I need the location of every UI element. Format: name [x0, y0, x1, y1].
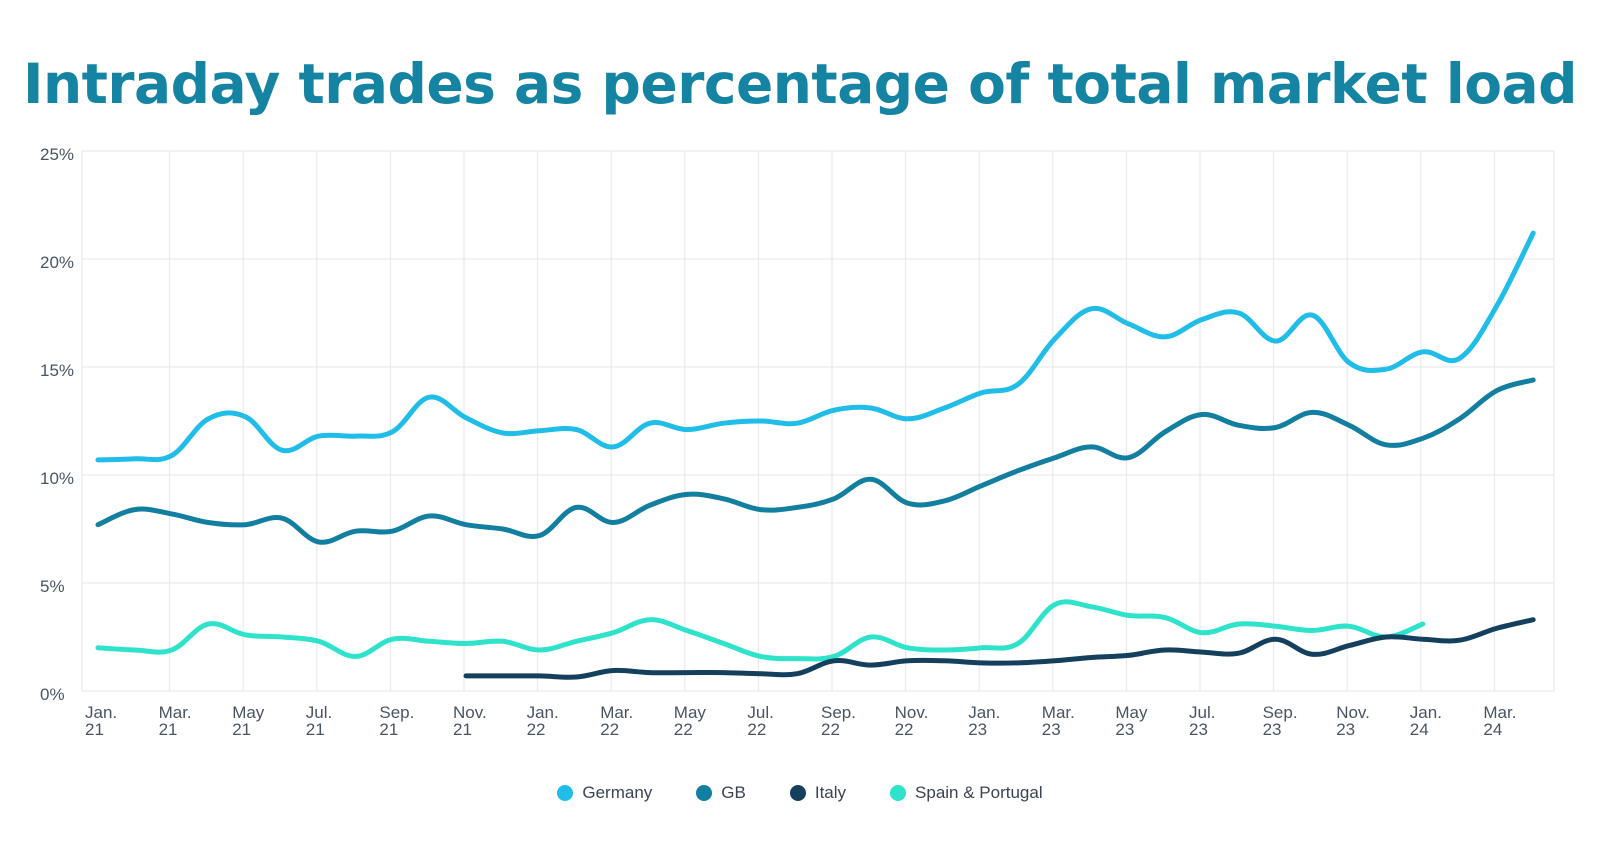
series-line-spain-portugal: [95, 599, 1426, 662]
chart-series-lines: [95, 230, 1536, 680]
x-axis-ticks: Jan.21Mar.21May21Jul.21Sep.21Nov.21Jan.2…: [85, 703, 1516, 739]
series-line-gb: [95, 377, 1536, 545]
x-tick-label: Nov.: [1336, 703, 1370, 722]
x-tick-label: 21: [306, 720, 325, 739]
x-tick-label: Jan.: [527, 703, 559, 722]
x-tick-label: 22: [895, 720, 914, 739]
x-tick-label: 23: [1042, 720, 1061, 739]
x-tick-label: Mar.: [1042, 703, 1075, 722]
y-tick-label: 20%: [40, 253, 74, 272]
x-tick-label: 21: [159, 720, 178, 739]
x-tick-label: Jan.: [968, 703, 1000, 722]
x-tick-label: 23: [1336, 720, 1355, 739]
x-tick-label: 22: [747, 720, 766, 739]
x-tick-label: 23: [968, 720, 987, 739]
x-tick-label: 21: [379, 720, 398, 739]
legend-item: Spain & Portugal: [890, 783, 1043, 803]
series-line-germany: [95, 230, 1536, 463]
x-tick-label: May: [1115, 703, 1148, 722]
y-tick-label: 5%: [40, 577, 65, 596]
x-tick-label: Jul.: [747, 703, 773, 722]
chart-title: Intraday trades as percentage of total m…: [23, 52, 1577, 116]
legend-swatch: [789, 785, 806, 801]
x-tick-label: 22: [527, 720, 546, 739]
x-tick-label: Jan.: [1410, 703, 1442, 722]
x-tick-label: Sep.: [1263, 703, 1298, 722]
x-tick-label: Mar.: [159, 703, 192, 722]
legend-swatch: [696, 785, 713, 801]
legend-label: Italy: [814, 783, 847, 802]
y-axis-ticks: 0% 5% 10% 15% 20% 25%: [40, 145, 74, 704]
x-tick-label: 21: [453, 720, 472, 739]
y-tick-label: 15%: [40, 361, 74, 380]
x-tick-label: 24: [1410, 720, 1429, 739]
x-tick-label: May: [232, 703, 265, 722]
x-tick-label: 21: [85, 720, 104, 739]
legend-item: Germany: [557, 783, 652, 803]
y-tick-label: 25%: [40, 145, 74, 164]
x-tick-label: 21: [232, 720, 251, 739]
x-tick-label: 23: [1263, 720, 1282, 739]
x-tick-label: Nov.: [895, 703, 929, 722]
y-tick-label: 0%: [40, 685, 65, 704]
x-tick-label: 24: [1483, 720, 1502, 739]
legend-swatch: [890, 785, 907, 801]
x-tick-label: Jul.: [1189, 703, 1215, 722]
legend-item: Italy: [789, 783, 847, 803]
x-tick-label: 22: [821, 720, 840, 739]
x-tick-label: Jul.: [306, 703, 332, 722]
legend-label: GB: [721, 783, 746, 802]
legend-label: Germany: [582, 783, 653, 802]
legend-item: GB: [696, 783, 746, 803]
x-tick-label: May: [674, 703, 707, 722]
series-line-italy: [463, 617, 1536, 680]
x-tick-label: Sep.: [821, 703, 856, 722]
x-tick-label: Nov.: [453, 703, 487, 722]
plot-border: [81, 150, 1555, 692]
x-tick-label: 23: [1189, 720, 1208, 739]
x-tick-label: 23: [1115, 720, 1134, 739]
legend-label: Spain & Portugal: [915, 783, 1043, 802]
x-tick-label: 22: [600, 720, 619, 739]
x-tick-label: 22: [674, 720, 693, 739]
x-tick-label: Jan.: [85, 703, 117, 722]
chart-legend: Germany GB Italy Spain & Portugal: [0, 783, 1600, 803]
x-tick-label: Sep.: [379, 703, 414, 722]
x-tick-label: Mar.: [600, 703, 633, 722]
y-tick-label: 10%: [40, 469, 74, 488]
x-tick-label: Mar.: [1483, 703, 1516, 722]
legend-swatch: [557, 785, 574, 801]
chart-grid: [81, 150, 1555, 692]
